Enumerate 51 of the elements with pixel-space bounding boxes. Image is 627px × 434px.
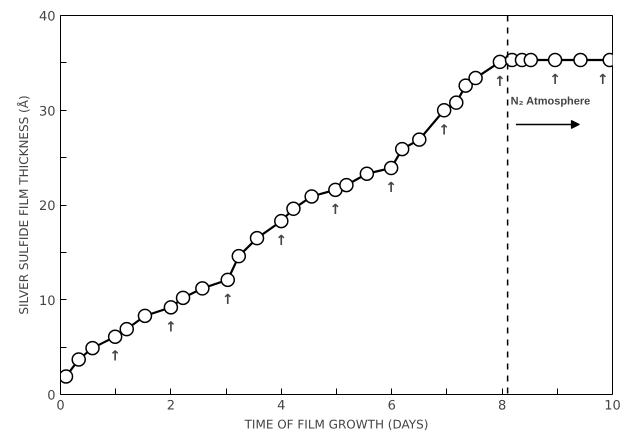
annotation: ↑ [222,292,234,308]
annotation: ↑ [385,180,398,196]
x-tick-label: 4 [277,398,286,414]
annotation: ↑ [109,348,122,365]
point [468,70,483,86]
annotation: ↑ [494,74,506,90]
point [573,52,588,68]
point [250,230,264,246]
x-axis-title: TIME OF FILM GROWTH (DAYS) [244,418,428,432]
point [412,132,427,147]
point [119,322,134,336]
annotation: ↑ [438,122,450,138]
point [449,95,464,110]
point [339,178,354,192]
point [220,272,236,288]
x-tick-label: 6 [388,398,396,414]
point [360,166,374,181]
annotation: ↑ [165,319,177,336]
annotation: ↑ [596,72,609,88]
point [524,52,538,68]
point [274,214,289,228]
y-tick-label: 30 [38,104,56,120]
x-tick-label: 2 [166,398,176,414]
point [164,300,178,315]
point [176,290,190,306]
y-tick-label: 0 [47,388,56,404]
y-tick-label: 10 [38,294,56,309]
point [394,142,410,156]
point [458,78,473,93]
annotation: ↑ [330,202,342,218]
point [138,308,152,324]
point [108,329,122,344]
ref-line-label: N₂ Atmosphere [510,95,590,108]
point [195,281,210,296]
point [85,340,100,356]
point [436,103,452,118]
x-tick-label: 8 [498,398,506,414]
annotation: ↑ [549,72,561,88]
point [71,352,86,367]
y-tick-label: 40 [38,10,56,24]
y-axis-title: SILVER SULFIDE FILM THICKNESS (Å) [16,95,31,315]
point [328,182,343,198]
point [232,248,246,264]
x-tick-label: 10 [604,398,621,414]
point [548,52,562,68]
point [492,54,508,70]
annotation: ↑ [275,233,288,250]
point [304,189,319,204]
point [286,202,301,216]
point [384,160,398,176]
y-tick-label: 20 [38,199,56,214]
